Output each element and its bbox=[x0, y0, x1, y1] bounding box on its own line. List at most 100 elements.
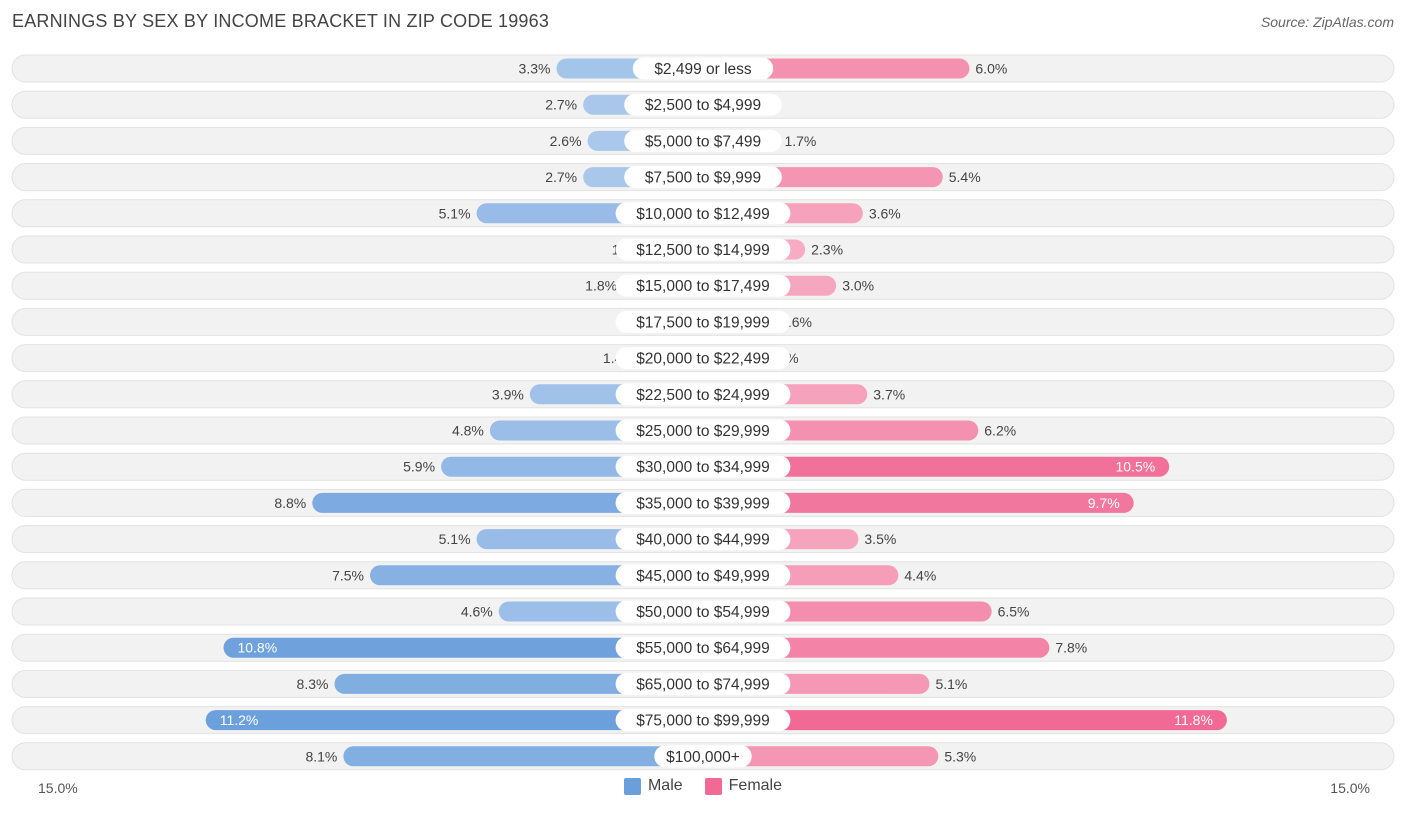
category-label: $50,000 to $54,999 bbox=[636, 604, 770, 621]
bar-row: 11.2% 11.8% $75,000 to $99,999 bbox=[11, 706, 1395, 735]
category-label-pill bbox=[615, 347, 791, 370]
value-label-female: 3.7% bbox=[873, 386, 905, 402]
legend-swatch-male bbox=[623, 777, 641, 795]
category-label: $55,000 to $64,999 bbox=[636, 640, 770, 657]
bar-row: 3.9% 3.7% $22,500 to $24,999 bbox=[11, 380, 1395, 409]
value-label-male: 4.8% bbox=[452, 423, 484, 439]
category-label: $2,499 or less bbox=[654, 61, 752, 78]
bar-row: 8.8% 9.7% $35,000 to $39,999 bbox=[11, 488, 1395, 517]
bar-row: 1.8% 3.0% $15,000 to $17,499 bbox=[11, 271, 1395, 300]
bar-row: 10.8% 7.8% $55,000 to $64,999 bbox=[11, 633, 1395, 662]
category-label-pill bbox=[615, 636, 791, 659]
bar-male bbox=[343, 746, 703, 767]
category-label-pill bbox=[615, 491, 791, 514]
category-label: $35,000 to $39,999 bbox=[636, 495, 770, 512]
value-label-female: 7.8% bbox=[1055, 640, 1087, 656]
category-label: $20,000 to $22,499 bbox=[636, 351, 770, 368]
category-label: $25,000 to $29,999 bbox=[636, 423, 770, 440]
category-label: $7,500 to $9,999 bbox=[645, 170, 761, 187]
value-label-male: 8.3% bbox=[297, 676, 329, 692]
value-label-female: 1.7% bbox=[784, 133, 816, 149]
category-label: $65,000 to $74,999 bbox=[636, 676, 770, 693]
value-label-male: 3.9% bbox=[492, 386, 524, 402]
bar-female bbox=[703, 492, 1134, 513]
axis-label-right: 15.0% bbox=[1330, 780, 1370, 796]
bar-row: 5.9% 10.5% $30,000 to $34,999 bbox=[11, 452, 1395, 481]
bar-row: 4.6% 6.5% $50,000 to $54,999 bbox=[11, 597, 1395, 626]
bar-row: 2.7% 5.4% $7,500 to $9,999 bbox=[11, 163, 1395, 192]
bar-male bbox=[205, 710, 703, 731]
bar-row: 1.2%2.3%$12,500 to $14,999 bbox=[11, 235, 1395, 264]
value-label-female: 9.7% bbox=[1088, 495, 1120, 511]
category-label-pill bbox=[615, 600, 791, 623]
bar-row: 8.1% 5.3% $100,000+ bbox=[11, 742, 1395, 771]
value-label-female: 6.0% bbox=[975, 61, 1007, 77]
bar-row: 1.4%1.3%$20,000 to $22,499 bbox=[11, 344, 1395, 373]
value-label-female: 3.0% bbox=[842, 278, 874, 294]
value-label-male: 11.2% bbox=[220, 712, 259, 728]
category-label-pill bbox=[615, 274, 791, 297]
value-label-male: 4.6% bbox=[461, 604, 493, 620]
category-label: $100,000+ bbox=[666, 749, 740, 766]
value-label-female: 6.5% bbox=[998, 604, 1030, 620]
bar-row: 4.8% 6.2% $25,000 to $29,999 bbox=[11, 416, 1395, 445]
value-label-female: 11.8% bbox=[1174, 712, 1213, 728]
category-label-pill bbox=[615, 672, 791, 695]
value-label-male: 5.1% bbox=[439, 205, 471, 221]
value-label-male: 1.8% bbox=[585, 278, 617, 294]
category-label: $17,500 to $19,999 bbox=[636, 314, 770, 331]
bar-row: 5.1% 3.5% $40,000 to $44,999 bbox=[11, 525, 1395, 554]
category-label-pill bbox=[615, 709, 791, 732]
bar-female bbox=[703, 637, 1050, 658]
category-label: $10,000 to $12,499 bbox=[636, 206, 770, 223]
value-label-male: 3.3% bbox=[519, 61, 551, 77]
bar-male bbox=[223, 637, 704, 658]
category-label-pill bbox=[624, 129, 782, 152]
category-label: $30,000 to $34,999 bbox=[636, 459, 770, 476]
category-label: $22,500 to $24,999 bbox=[636, 387, 770, 404]
value-label-male: 2.7% bbox=[545, 169, 577, 185]
legend-label-male: Male bbox=[647, 777, 683, 794]
value-label-female: 5.1% bbox=[935, 676, 967, 692]
legend-swatch-female bbox=[704, 777, 722, 795]
category-label-pill bbox=[615, 528, 791, 551]
category-label-pill bbox=[615, 419, 791, 442]
value-label-female: 6.2% bbox=[984, 423, 1016, 439]
bar-row: 8.3% 5.1% $65,000 to $74,999 bbox=[11, 669, 1395, 698]
bar-female bbox=[703, 746, 939, 767]
legend-item-female: Female bbox=[704, 777, 782, 795]
category-label: $45,000 to $49,999 bbox=[636, 568, 770, 585]
category-label-pill bbox=[615, 383, 791, 406]
bar-row: 2.6% 1.7% $5,000 to $7,499 bbox=[11, 126, 1395, 155]
bar-male bbox=[312, 492, 703, 513]
value-label-female: 5.3% bbox=[944, 748, 976, 764]
value-label-male: 8.8% bbox=[274, 495, 306, 511]
bar-row: 7.5% 4.4% $45,000 to $49,999 bbox=[11, 561, 1395, 590]
legend-item-male: Male bbox=[623, 777, 683, 795]
category-label: $15,000 to $17,499 bbox=[636, 278, 770, 295]
value-label-female: 4.4% bbox=[904, 567, 936, 583]
category-label-pill bbox=[615, 202, 791, 225]
axis-label-left: 15.0% bbox=[38, 780, 78, 796]
value-label-male: 2.6% bbox=[550, 133, 582, 149]
category-label: $75,000 to $99,999 bbox=[636, 713, 770, 730]
value-label-female: 10.5% bbox=[1115, 459, 1155, 475]
category-label: $5,000 to $7,499 bbox=[645, 133, 761, 150]
value-label-female: 3.6% bbox=[869, 205, 901, 221]
legend: Male Female bbox=[0, 777, 1406, 795]
category-label-pill bbox=[632, 57, 774, 80]
value-label-male: 7.5% bbox=[332, 567, 364, 583]
category-label-pill bbox=[615, 564, 791, 587]
value-label-male: 10.8% bbox=[237, 640, 277, 656]
bar-female bbox=[703, 456, 1170, 477]
category-label: $2,500 to $4,999 bbox=[645, 97, 761, 114]
category-label-pill bbox=[615, 310, 791, 333]
category-label: $40,000 to $44,999 bbox=[636, 532, 770, 549]
chart-title: EARNINGS BY SEX BY INCOME BRACKET IN ZIP… bbox=[12, 11, 550, 31]
source-credit: Source: ZipAtlas.com bbox=[1260, 14, 1394, 30]
value-label-female: 2.3% bbox=[811, 242, 843, 258]
bar-row: 0.35%1.6%$17,500 to $19,999 bbox=[11, 307, 1395, 336]
value-label-male: 2.7% bbox=[545, 97, 577, 113]
value-label-male: 5.9% bbox=[403, 459, 435, 475]
